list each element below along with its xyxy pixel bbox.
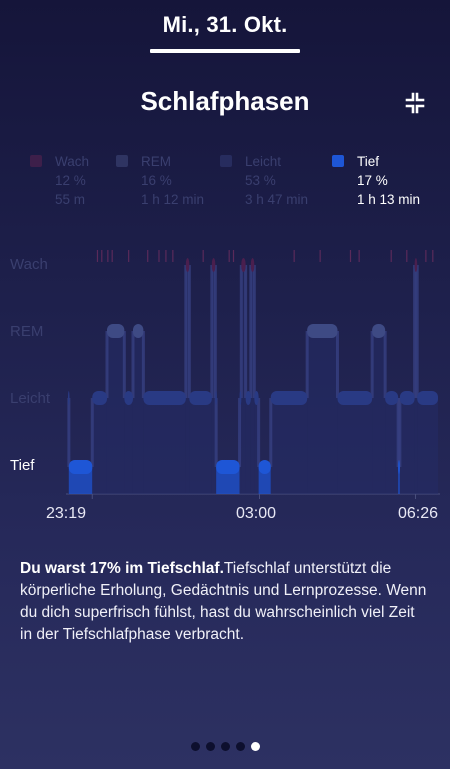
legend-swatch-rem (116, 155, 128, 167)
description-highlight: Du warst 17% im Tiefschlaf. (20, 560, 224, 577)
stage-area-wach (185, 265, 190, 494)
x-tick-label-end: 06:26 (398, 505, 439, 522)
legend: Wach 12 % 55 m REM 16 % 1 h 12 min Leich… (30, 152, 440, 212)
y-label-tief: Tief (10, 457, 35, 474)
stage-bar-wach[interactable] (241, 258, 246, 272)
stage-bar-wach[interactable] (250, 258, 255, 272)
x-tick-label-mid: 03:00 (236, 505, 277, 522)
stage-bar-group (68, 258, 438, 474)
description-text: Tiefschlaf unterstützt die körperliche E… (20, 560, 427, 643)
stage-area-leicht (124, 398, 133, 494)
stage-area-leicht (254, 398, 259, 494)
stage-bar-wach[interactable] (414, 258, 418, 272)
page-indicator (0, 738, 450, 756)
page-dot-1[interactable] (190, 742, 200, 751)
legend-percent-wach: 12 % (55, 173, 86, 188)
legend-label-tief: Tief (357, 154, 380, 169)
y-label-rem: REM (10, 323, 44, 340)
stage-bar-leicht[interactable] (68, 391, 70, 405)
date-title[interactable]: Mi., 31. Okt. (162, 12, 288, 37)
y-label-leicht: Leicht (10, 390, 51, 407)
stage-bar-wach[interactable] (185, 258, 190, 272)
stage-bar-leicht[interactable] (215, 391, 217, 405)
stage-bar-wach[interactable] (211, 258, 216, 272)
stage-bar-rem[interactable] (307, 324, 338, 338)
stage-area-tief (398, 467, 400, 494)
stage-area-leicht (337, 398, 373, 494)
stage-area-leicht (270, 398, 308, 494)
page-dot-2[interactable] (205, 742, 215, 751)
stage-bar-leicht[interactable] (385, 391, 399, 405)
stage-bar-leicht[interactable] (417, 391, 438, 405)
page-dot-5[interactable] (250, 742, 260, 751)
stage-bar-tief[interactable] (398, 460, 400, 474)
legend-duration-leicht: 3 h 47 min (245, 192, 309, 207)
legend-swatch-wach (30, 155, 42, 167)
stage-area-leicht (417, 398, 438, 494)
stage-area-leicht (399, 398, 415, 494)
page-dot-3[interactable] (220, 742, 230, 751)
collapse-icon (405, 92, 425, 114)
section-title: Schlafphasen (140, 86, 310, 116)
stage-bar-leicht[interactable] (254, 391, 259, 405)
stage-area-rem (106, 331, 125, 494)
stage-bar-rem[interactable] (372, 324, 386, 338)
stage-area-rem (307, 331, 338, 494)
legend-duration-wach: 55 m (55, 192, 86, 207)
stage-area-rem (372, 331, 386, 494)
stage-area-wach (211, 265, 216, 494)
collapse-button[interactable] (400, 88, 430, 118)
stage-bar-leicht[interactable] (124, 391, 133, 405)
stage-area-leicht (385, 398, 399, 494)
tiefschlaf-description: Du warst 17% im Tiefschlaf.Tiefschlaf un… (20, 558, 430, 646)
stage-bar-tief[interactable] (216, 460, 240, 474)
stage-bar-leicht[interactable] (337, 391, 373, 405)
legend-duration-tief: 1 h 13 min (357, 192, 421, 207)
sleep-stages-chart[interactable] (0, 230, 450, 505)
stage-bar-leicht[interactable] (399, 391, 415, 405)
stage-bar-rem[interactable] (106, 324, 125, 338)
stage-bar-leicht[interactable] (239, 391, 242, 405)
legend-swatch-tief (332, 155, 344, 167)
stage-bar-leicht[interactable] (92, 391, 107, 405)
date-underline (150, 49, 300, 53)
stage-bar-leicht[interactable] (189, 391, 212, 405)
stage-area-leicht (92, 398, 107, 494)
legend-label-leicht: Leicht (245, 154, 282, 169)
stage-area-leicht (189, 398, 212, 494)
stage-bar-leicht[interactable] (143, 391, 186, 405)
stage-bar-leicht[interactable] (245, 391, 251, 405)
legend-percent-tief: 17 % (357, 173, 388, 188)
y-label-wach: Wach (10, 256, 48, 273)
stage-bar-tief[interactable] (68, 460, 93, 474)
legend-label-wach: Wach (55, 154, 90, 169)
legend-percent-rem: 16 % (141, 173, 172, 188)
stage-area-wach (241, 265, 246, 494)
stage-bar-leicht[interactable] (270, 391, 308, 405)
legend-swatch-leicht (220, 155, 232, 167)
stage-area-leicht (245, 398, 251, 494)
stage-area-wach (250, 265, 255, 494)
stage-area-tief (258, 467, 271, 494)
stage-bar-rem[interactable] (132, 324, 144, 338)
legend-percent-leicht: 53 % (245, 173, 276, 188)
stage-connector-group (67, 265, 419, 467)
page-dot-4[interactable] (235, 742, 245, 751)
legend-label-rem: REM (141, 154, 171, 169)
legend-duration-rem: 1 h 12 min (141, 192, 205, 207)
stage-area-leicht (143, 398, 186, 494)
x-tick-label-start: 23:19 (46, 505, 87, 522)
stage-area-rem (132, 331, 144, 494)
stage-bar-tief[interactable] (258, 460, 271, 474)
